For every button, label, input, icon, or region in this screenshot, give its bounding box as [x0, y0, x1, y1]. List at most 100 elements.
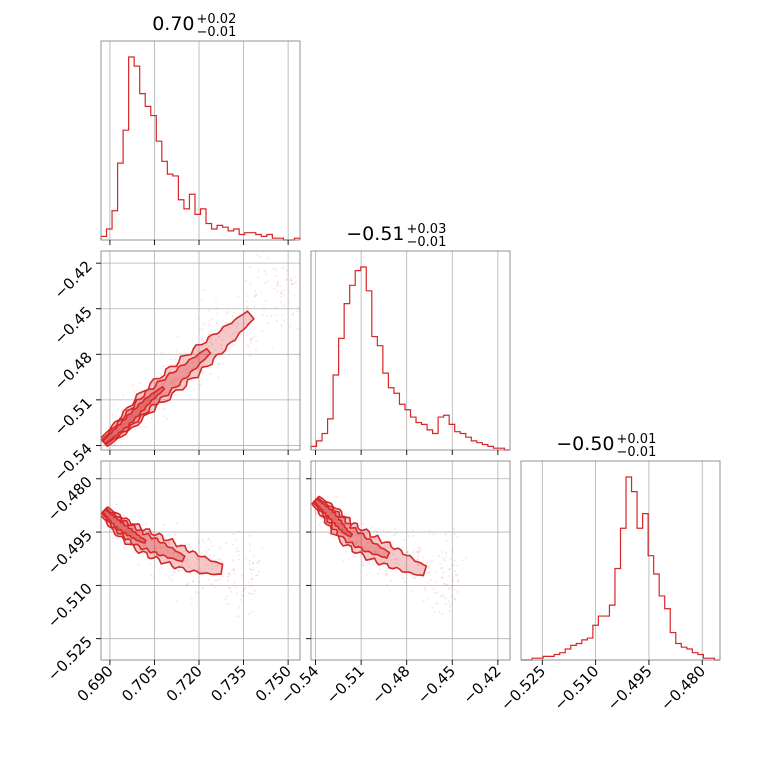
- scatter-point: [254, 590, 256, 592]
- scatter-point: [296, 310, 298, 312]
- scatter-point: [210, 373, 212, 375]
- scatter-point: [292, 312, 294, 314]
- scatter-point: [238, 615, 240, 617]
- scatter-point: [275, 268, 277, 270]
- param-title: 0.70 +0.02−0.01: [152, 12, 236, 40]
- x-tick-label: 0.735: [207, 662, 250, 705]
- scatter-point: [273, 288, 275, 290]
- scatter-point: [438, 555, 440, 557]
- scatter-point: [373, 561, 375, 563]
- scatter-point: [116, 503, 118, 505]
- scatter-point: [416, 551, 418, 553]
- scatter-point: [440, 567, 442, 569]
- scatter-point: [445, 556, 447, 558]
- scatter-point: [216, 579, 218, 581]
- scatter-point: [255, 349, 257, 351]
- scatter-point: [174, 359, 176, 361]
- scatter-point: [197, 318, 199, 320]
- scatter-point: [391, 541, 393, 543]
- scatter-point: [379, 568, 381, 570]
- param-title: −0.50 +0.01−0.01: [556, 432, 656, 460]
- scatter-point: [434, 588, 436, 590]
- scatter-point: [424, 586, 426, 588]
- scatter-point: [252, 562, 254, 564]
- scatter-point: [283, 305, 285, 307]
- scatter-point: [422, 599, 424, 601]
- scatter-point: [402, 578, 404, 580]
- scatter-point: [211, 318, 213, 320]
- scatter-point: [452, 576, 454, 578]
- scatter-point: [265, 273, 267, 275]
- scatter-point: [451, 595, 453, 597]
- scatter-point: [390, 580, 392, 582]
- scatter-point: [198, 329, 200, 331]
- scatter-point: [426, 597, 428, 599]
- scatter-point: [159, 569, 161, 571]
- scatter-point: [240, 333, 242, 335]
- scatter-point: [457, 564, 459, 566]
- density-content: [89, 254, 303, 451]
- scatter-point: [343, 560, 345, 562]
- scatter-point: [203, 323, 205, 325]
- scatter-point: [401, 546, 403, 548]
- scatter-point: [445, 583, 447, 585]
- scatter-point: [245, 280, 247, 282]
- scatter-point: [254, 306, 256, 308]
- title-value: 0.70: [152, 13, 194, 35]
- scatter-point: [417, 555, 419, 557]
- scatter-point: [198, 581, 200, 583]
- scatter-point: [260, 256, 262, 258]
- scatter-point: [117, 408, 119, 410]
- scatter-point: [273, 268, 275, 270]
- scatter-point: [185, 543, 187, 545]
- density-panel-2: −0.54 −0.51 −0.48 −0.45 −0.42: [277, 461, 510, 707]
- scatter-point: [225, 596, 227, 598]
- scatter-point: [373, 563, 375, 565]
- scatter-point: [228, 573, 230, 575]
- scatter-point: [417, 558, 419, 560]
- scatter-point: [249, 585, 251, 587]
- scatter-point: [201, 552, 203, 554]
- scatter-point: [286, 278, 288, 280]
- scatter-point: [427, 581, 429, 583]
- scatter-point: [454, 570, 456, 572]
- scatter-point: [89, 435, 91, 437]
- x-tick-label: −0.480: [657, 662, 709, 714]
- title-minus: −0.01: [617, 445, 657, 460]
- scatter-point: [132, 384, 134, 386]
- scatter-point: [175, 349, 177, 351]
- title-minus: −0.01: [197, 25, 237, 40]
- scatter-point: [233, 568, 235, 570]
- scatter-point: [202, 575, 204, 577]
- scatter-point: [440, 595, 442, 597]
- scatter-point: [189, 543, 191, 545]
- scatter-point: [233, 311, 235, 313]
- scatter-point: [255, 294, 257, 296]
- scatter-point: [211, 583, 213, 585]
- scatter-point: [394, 528, 396, 530]
- scatter-point: [444, 559, 446, 561]
- scatter-point: [281, 292, 283, 294]
- scatter-point: [197, 592, 199, 594]
- scatter-point: [163, 415, 165, 417]
- scatter-point: [240, 599, 242, 601]
- scatter-point: [214, 580, 216, 582]
- scatter-point: [267, 322, 269, 324]
- x-tick-label: −0.510: [550, 662, 602, 714]
- scatter-point: [174, 364, 176, 366]
- scatter-point: [371, 526, 373, 528]
- scatter-point: [362, 564, 364, 566]
- scatter-point: [198, 542, 200, 544]
- scatter-point: [242, 575, 244, 577]
- scatter-point: [261, 546, 263, 548]
- density-panel-0: −0.54−0.51−0.48−0.45−0.42: [51, 251, 304, 485]
- scatter-point: [441, 613, 443, 615]
- scatter-point: [222, 561, 224, 563]
- scatter-point: [425, 588, 427, 590]
- scatter-point: [262, 314, 264, 316]
- scatter-point: [217, 376, 219, 378]
- scatter-point: [257, 276, 259, 278]
- scatter-point: [248, 613, 250, 615]
- scatter-point: [227, 311, 229, 313]
